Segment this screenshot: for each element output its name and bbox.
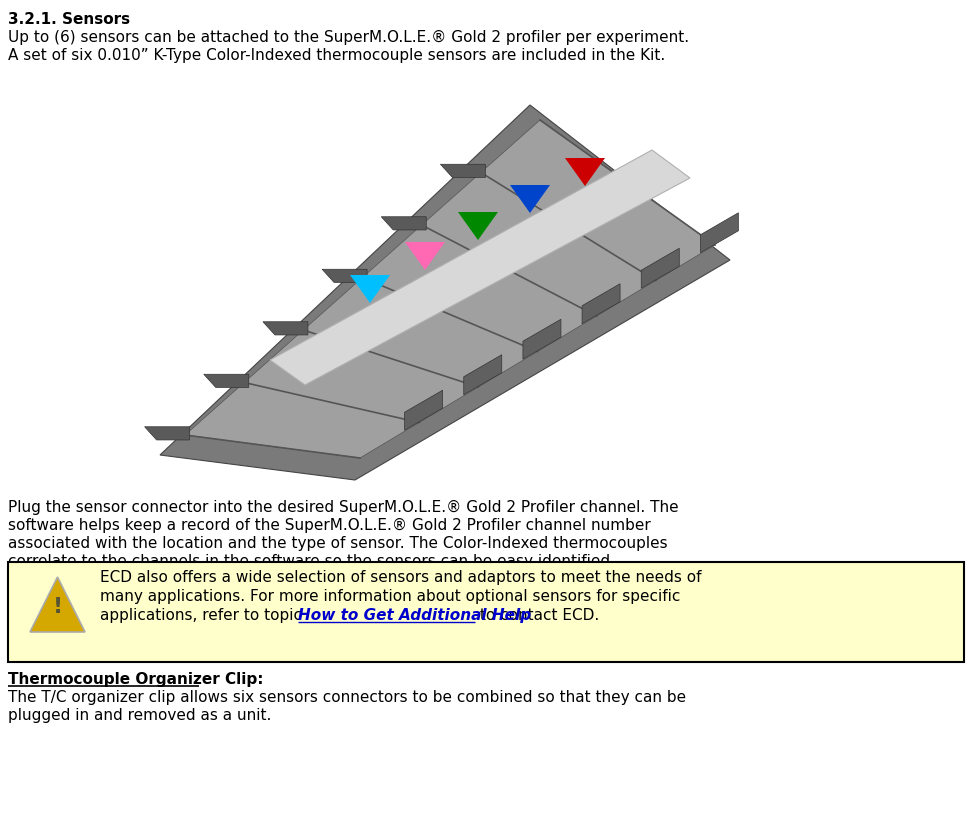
Text: !: ! (53, 597, 62, 617)
Polygon shape (404, 390, 442, 430)
Text: Thermocouple Organizer Clip:: Thermocouple Organizer Clip: (8, 672, 264, 687)
Text: Plug the sensor connector into the desired SuperM.O.L.E.® Gold 2 Profiler channe: Plug the sensor connector into the desir… (8, 500, 679, 515)
Polygon shape (381, 217, 427, 230)
Text: Up to (6) sensors can be attached to the SuperM.O.L.E.® Gold 2 profiler per expe: Up to (6) sensors can be attached to the… (8, 30, 690, 45)
Polygon shape (405, 242, 445, 270)
Polygon shape (185, 120, 715, 458)
Text: many applications. For more information about optional sensors for specific: many applications. For more information … (100, 589, 681, 604)
Text: correlate to the channels in the software so the sensors can be easy identified.: correlate to the channels in the softwar… (8, 554, 615, 569)
Polygon shape (350, 275, 390, 303)
Polygon shape (458, 212, 498, 240)
Polygon shape (641, 248, 679, 289)
Polygon shape (440, 165, 485, 178)
Polygon shape (270, 150, 690, 385)
Text: plugged in and removed as a unit.: plugged in and removed as a unit. (8, 708, 272, 723)
Polygon shape (700, 213, 738, 253)
Polygon shape (322, 270, 367, 283)
Polygon shape (464, 355, 502, 394)
Polygon shape (144, 427, 190, 440)
Text: 3.2.1. Sensors: 3.2.1. Sensors (8, 12, 131, 27)
Text: The T/C organizer clip allows six sensors connectors to be combined so that they: The T/C organizer clip allows six sensor… (8, 690, 686, 705)
Polygon shape (582, 284, 620, 323)
Polygon shape (263, 322, 308, 335)
Text: applications, refer to topic: applications, refer to topic (100, 608, 307, 623)
Polygon shape (160, 105, 730, 480)
Text: How to Get Additional Help: How to Get Additional Help (298, 608, 531, 623)
Polygon shape (523, 319, 561, 359)
Polygon shape (510, 185, 550, 213)
Text: software helps keep a record of the SuperM.O.L.E.® Gold 2 Profiler channel numbe: software helps keep a record of the Supe… (8, 518, 651, 533)
Text: ECD also offers a wide selection of sensors and adaptors to meet the needs of: ECD also offers a wide selection of sens… (100, 570, 701, 585)
Polygon shape (30, 577, 85, 632)
FancyBboxPatch shape (8, 562, 964, 662)
Text: to contact ECD.: to contact ECD. (475, 608, 599, 623)
Text: A set of six 0.010” K-Type Color-Indexed thermocouple sensors are included in th: A set of six 0.010” K-Type Color-Indexed… (8, 48, 665, 63)
Text: associated with the location and the type of sensor. The Color-Indexed thermocou: associated with the location and the typ… (8, 536, 667, 551)
Polygon shape (204, 375, 248, 388)
Polygon shape (565, 158, 605, 186)
